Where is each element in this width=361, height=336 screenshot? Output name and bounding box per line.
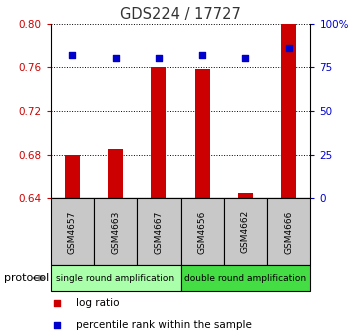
Bar (51, 198, 94, 265)
Text: log ratio: log ratio (76, 298, 120, 308)
Bar (281, 24, 296, 198)
Text: double round amplification: double round amplification (184, 274, 306, 283)
Point (54, 301, 60, 306)
Bar (180, 265, 310, 291)
Bar (108, 149, 123, 198)
Title: GDS224 / 17727: GDS224 / 17727 (120, 7, 241, 23)
Text: GSM4662: GSM4662 (241, 210, 250, 253)
Text: GSM4663: GSM4663 (111, 210, 120, 254)
Bar (224, 198, 267, 265)
Bar (51, 265, 180, 291)
Bar (137, 198, 180, 265)
Point (243, 56, 248, 61)
Text: GSM4656: GSM4656 (198, 210, 206, 254)
Point (54, 322, 60, 327)
Bar (94, 198, 137, 265)
Text: protocol: protocol (4, 273, 49, 283)
Bar (267, 198, 310, 265)
Bar (238, 193, 253, 198)
Text: GSM4666: GSM4666 (284, 210, 293, 254)
Text: GSM4667: GSM4667 (155, 210, 163, 254)
Text: percentile rank within the sample: percentile rank within the sample (76, 320, 252, 330)
Bar (151, 67, 166, 198)
Bar (65, 155, 80, 198)
Text: single round amplification: single round amplification (56, 274, 175, 283)
Point (69, 52, 75, 58)
Point (113, 56, 118, 61)
Text: GSM4657: GSM4657 (68, 210, 77, 254)
Point (199, 52, 205, 58)
Point (286, 45, 292, 51)
Point (156, 56, 162, 61)
Bar (180, 198, 224, 265)
Bar (195, 70, 210, 198)
